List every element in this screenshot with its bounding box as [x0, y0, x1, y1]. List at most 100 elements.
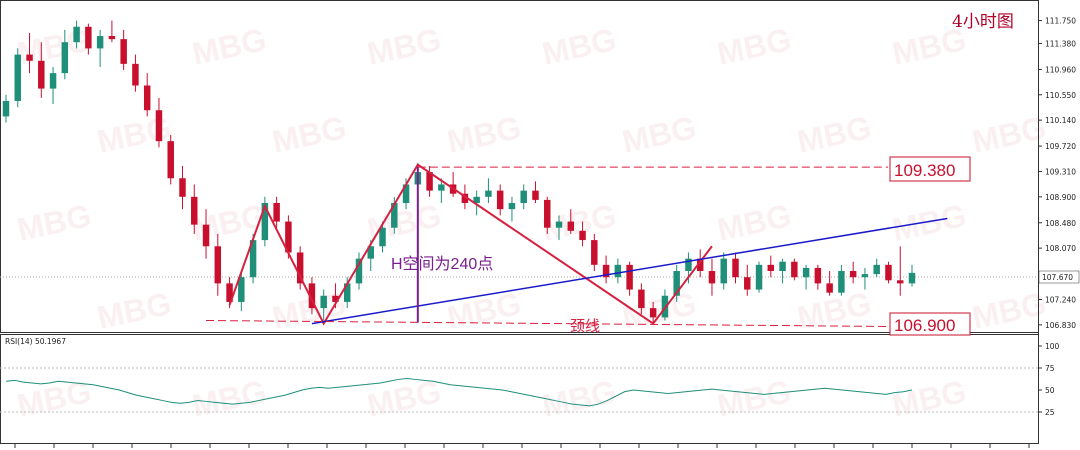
watermark-text: MBG [269, 109, 350, 160]
candle [379, 221, 386, 253]
candle-body [544, 199, 551, 228]
candle-body [96, 36, 104, 49]
candle-body [708, 271, 716, 284]
candle-body [261, 202, 269, 241]
top-level-label: 109.380 [894, 161, 955, 180]
candle [532, 181, 539, 203]
candle-body [767, 264, 775, 272]
candle [626, 261, 633, 296]
candle-body [285, 221, 292, 253]
candle [555, 215, 563, 241]
candle-body [791, 261, 798, 278]
candle [673, 264, 680, 302]
candle [614, 258, 622, 284]
candle [873, 258, 880, 278]
rsi-panel-frame [0, 334, 1039, 444]
candle [320, 289, 327, 321]
candle [73, 20, 80, 49]
candle [579, 221, 586, 247]
candle [849, 261, 857, 284]
price-tick-label: 110.960 [1045, 65, 1076, 74]
candle-body [191, 196, 198, 225]
candle-body [61, 42, 69, 74]
watermark-text: MBG [444, 109, 525, 160]
watermark-layer: MBG MBG MBG MBG MBG MBG MBG MBG MBG MBG MBG MBG MBG M… [14, 21, 1050, 424]
candle [708, 258, 716, 296]
watermark-text: MBG [619, 285, 700, 336]
candle-body [849, 271, 857, 278]
watermark-text: MBG [444, 285, 525, 336]
candle-body [296, 252, 304, 284]
candle-body [402, 184, 410, 203]
watermark-text: MBG [14, 21, 95, 72]
candle-body [226, 283, 233, 302]
watermark-text: MBG [889, 373, 970, 424]
last-price-marker [1038, 270, 1080, 284]
watermark-text: MBG [714, 373, 795, 424]
candle-body [649, 308, 657, 318]
candle [238, 271, 245, 312]
candle [143, 73, 151, 117]
candle-body [626, 264, 633, 290]
candle [2, 94, 10, 123]
candle-body [238, 277, 245, 302]
rsi-line [5, 378, 913, 407]
candle [296, 246, 304, 290]
candle-body [155, 110, 163, 142]
candle [755, 261, 763, 293]
price-tick-label: 110.140 [1045, 116, 1076, 125]
watermark-text: MBG [364, 197, 445, 248]
candle-body [732, 258, 739, 278]
candle-body [814, 267, 822, 284]
candle-body [391, 202, 398, 228]
watermark-text: MBG [889, 197, 970, 248]
candle-body [755, 264, 763, 290]
bottom-level-box [889, 312, 971, 336]
candle [96, 29, 104, 67]
candle [779, 258, 786, 284]
watermark-text: MBG [364, 21, 445, 72]
watermark-text: MBG [189, 373, 270, 424]
candle-body [343, 283, 351, 302]
candle [602, 255, 610, 284]
candle-body [14, 54, 22, 101]
candle-body [332, 295, 339, 302]
candle-body [2, 100, 10, 117]
candle [861, 267, 869, 290]
top-level-box [889, 156, 971, 182]
candle [732, 252, 739, 284]
candle-body [744, 277, 751, 290]
candle [191, 184, 198, 234]
candle-body [638, 289, 645, 309]
candle-body [143, 85, 151, 111]
rsi-tick-label: 50 [1045, 386, 1055, 395]
candle-body [826, 283, 833, 293]
candle [896, 246, 904, 296]
candle-body [885, 264, 892, 281]
zigzag-pattern-line [228, 163, 713, 326]
price-tick-label: 107.240 [1045, 295, 1076, 304]
watermark-text: MBG [189, 21, 270, 72]
watermark-text: MBG [794, 285, 875, 336]
candle-body [555, 221, 563, 228]
watermark-text: MBG [539, 373, 620, 424]
rsi-indicator-label: RSI(14) 50.1967 [5, 337, 66, 346]
rsi-tick-label: 100 [1045, 342, 1060, 351]
height-label: H空间为240点 [391, 255, 493, 273]
bottom-level-label: 106.900 [894, 316, 955, 335]
candle-body [496, 190, 504, 210]
candle [826, 271, 833, 296]
candle [14, 48, 22, 108]
price-axis-ticks: 111.750 111.380 110.960 110.550 110.140 109.7… [1038, 17, 1076, 330]
candle [496, 184, 504, 216]
candle [908, 264, 916, 287]
candle-body [838, 271, 845, 293]
candle [544, 196, 551, 234]
candle-body [49, 73, 57, 89]
candle-body [567, 221, 575, 231]
candle-body [308, 283, 316, 309]
candle [838, 264, 845, 296]
candle [132, 54, 139, 92]
candle [167, 134, 174, 185]
candle-body [485, 190, 492, 197]
